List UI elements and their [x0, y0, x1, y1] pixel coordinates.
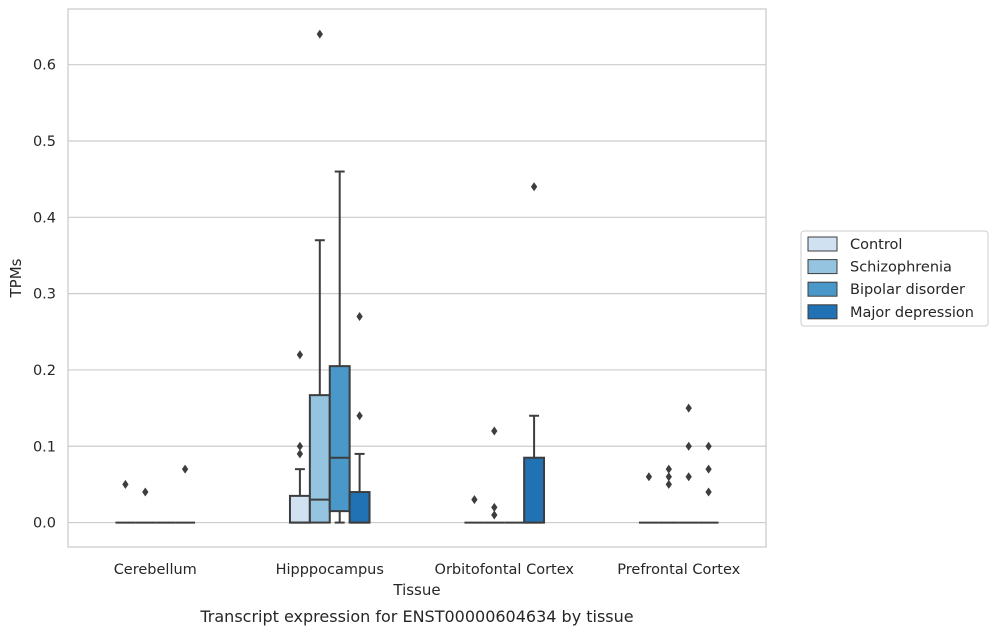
outlier-point — [665, 472, 672, 482]
y-tick-label: 0.5 — [33, 134, 56, 150]
outlier-point — [296, 441, 304, 451]
outlier-point — [685, 472, 692, 482]
box-group — [288, 350, 311, 524]
legend-items: Control Schizophrenia Bipolar disorder Majo… — [807, 236, 974, 321]
legend-swatch — [807, 281, 838, 297]
box-group — [658, 464, 679, 524]
outlier-point — [645, 472, 653, 482]
box-group — [638, 472, 659, 524]
x-tick-label: Prefrontal Cortex — [617, 562, 740, 578]
outlier-point — [316, 29, 323, 39]
outlier-point — [665, 479, 672, 489]
box-group — [348, 312, 371, 524]
box — [348, 491, 371, 524]
box-group — [175, 464, 196, 524]
legend-swatch — [807, 259, 838, 275]
outlier-point — [530, 182, 538, 192]
outlier-point — [665, 464, 672, 474]
x-tick-label: Orbitofontal Cortex — [435, 562, 575, 578]
box — [308, 394, 331, 524]
box-group — [698, 441, 719, 524]
outlier-point — [491, 510, 498, 520]
box-group — [523, 182, 546, 524]
outlier-point — [181, 464, 189, 474]
plot-frame — [67, 8, 767, 548]
legend-frame — [800, 230, 989, 327]
legend-swatch — [807, 304, 838, 320]
outlier-point — [122, 479, 129, 489]
box-group — [464, 495, 485, 524]
outlier-point — [705, 487, 712, 497]
outlier-point — [142, 487, 149, 497]
y-tick-label: 0.0 — [33, 516, 56, 532]
outlier-point — [685, 441, 692, 451]
y-tick-label: 0.1 — [33, 439, 56, 455]
x-axis-title: Tissue — [392, 581, 440, 599]
outlier-point — [685, 403, 692, 413]
legend-swatch — [807, 236, 838, 252]
legend-label: Bipolar disorder — [850, 282, 965, 298]
y-tick-labels: 0.0 0.1 0.2 0.3 0.4 0.5 0.6 — [33, 58, 56, 532]
legend-label: Schizophrenia — [850, 260, 952, 276]
outlier-point — [356, 312, 363, 322]
y-axis-title: TPMs — [7, 258, 25, 298]
chart-caption: Transcript expression for ENST0000060463… — [199, 607, 633, 626]
outlier-point — [356, 411, 363, 421]
outlier-point — [705, 441, 712, 451]
box-group — [115, 479, 136, 524]
y-tick-label: 0.3 — [33, 287, 56, 303]
box — [523, 456, 546, 524]
outlier-point — [296, 350, 304, 360]
x-tick-label: Hipppocampus — [276, 562, 384, 578]
legend: Control Schizophrenia Bipolar disorder Majo… — [800, 230, 989, 327]
grid-lines — [68, 64, 766, 524]
outlier-point — [296, 449, 304, 459]
box-group — [678, 403, 699, 524]
y-tick-label: 0.6 — [33, 58, 56, 74]
box — [328, 365, 351, 513]
outlier-point — [491, 426, 498, 436]
legend-label: Control — [850, 237, 902, 253]
legend-label: Major depression — [850, 305, 974, 321]
outlier-point — [471, 495, 478, 505]
box-group — [484, 426, 505, 524]
box — [288, 494, 311, 524]
outlier-point — [491, 502, 498, 512]
x-tick-labels: Cerebellum Hipppocampus Orbitofontal Corte… — [114, 562, 741, 578]
box-group — [135, 487, 156, 524]
x-tick-label: Cerebellum — [114, 562, 197, 578]
y-tick-label: 0.2 — [33, 363, 56, 379]
y-tick-label: 0.4 — [33, 210, 56, 226]
box-group — [308, 29, 331, 524]
outlier-point — [705, 464, 712, 474]
box-group — [328, 170, 351, 524]
box-plots — [115, 29, 719, 524]
